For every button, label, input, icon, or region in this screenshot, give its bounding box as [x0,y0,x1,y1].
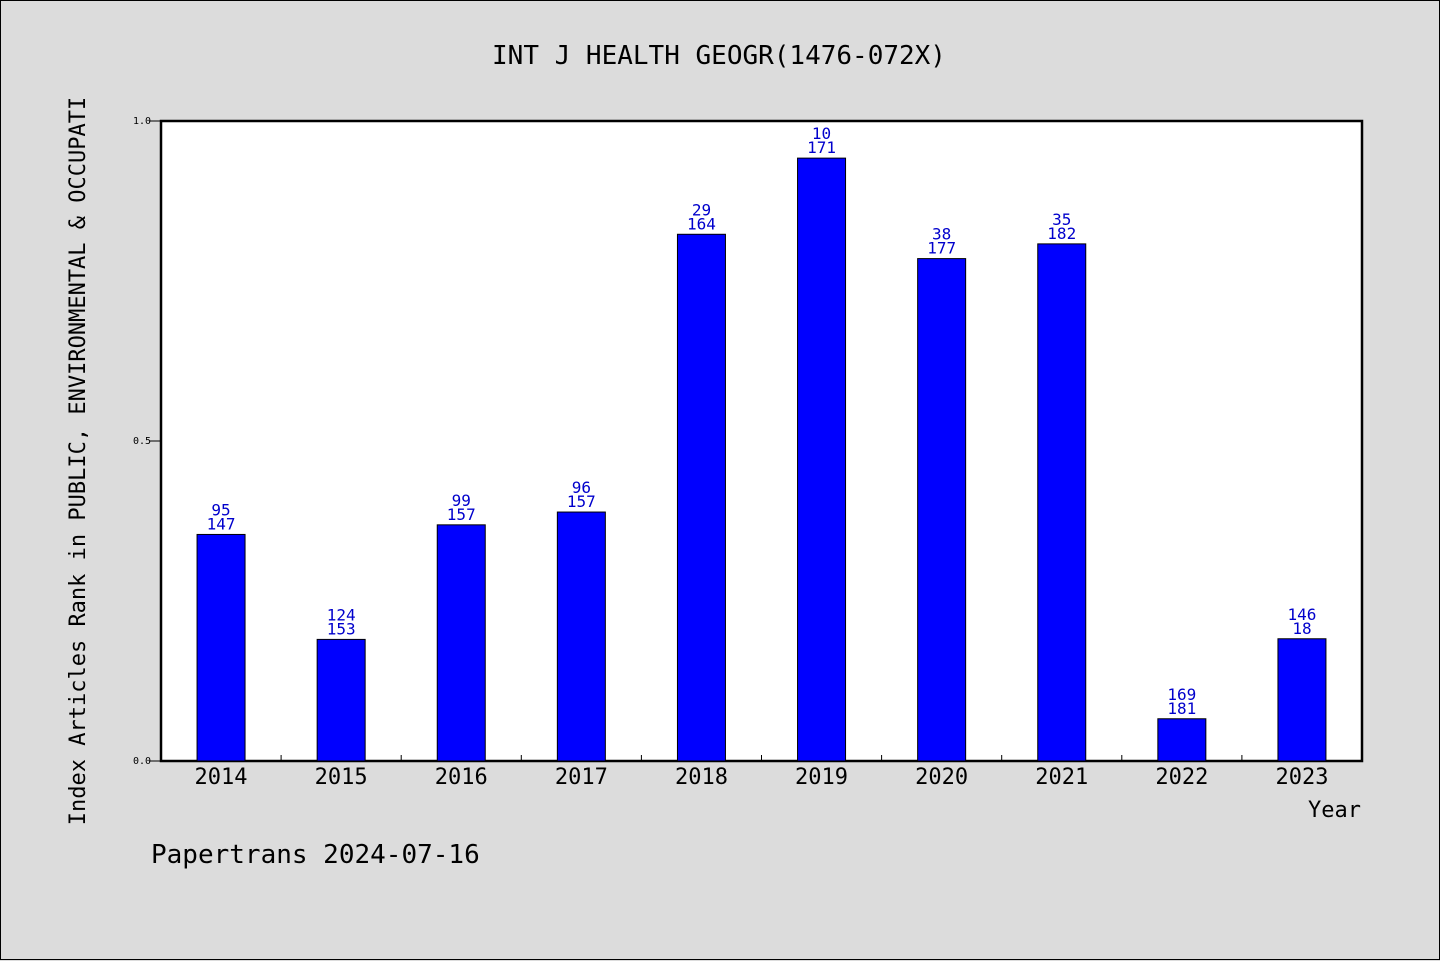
x-tick-2023: 2023 [1275,765,1328,790]
bar-2018 [676,233,726,762]
bar-2022 [1157,718,1207,762]
bar-label-bottom-2014: 147 [207,514,236,533]
bar-2016 [436,524,486,762]
bar-label-top-2023: 146 [1287,605,1316,624]
bar-label-bottom-2017: 157 [567,492,596,511]
x-tick-2019: 2019 [795,765,848,790]
bar-2017 [556,511,606,762]
x-tick-2018: 2018 [675,765,728,790]
bar-2020 [917,258,967,762]
x-tick-2022: 2022 [1155,765,1208,790]
bar-label-top-2019: 10 [812,124,831,143]
footer-credit: Papertrans 2024-07-16 [151,840,480,870]
x-tick-2014: 2014 [195,765,248,790]
x-tick-2017: 2017 [555,765,608,790]
bar-label-top-2016: 99 [452,491,471,510]
bar-label-top-2018: 29 [692,200,711,219]
chart-title: INT J HEALTH GEOGR(1476-072X) [492,41,946,71]
bar-2019 [797,157,847,762]
bar-2015 [316,638,366,762]
y-tick-0.5: 0.5 [133,436,151,447]
bar-label-top-2017: 96 [572,478,591,497]
y-tick-labels: 0.0 0.5 1.0 [133,116,161,767]
bar-label-top-2020: 38 [932,225,951,244]
bar-label-bottom-2019: 171 [807,138,836,157]
bar-label-bottom-2018: 164 [687,214,716,233]
bar-label-bottom-2021: 182 [1047,224,1076,243]
bar-label-bottom-2023: 18 [1292,619,1311,638]
x-tick-2016: 2016 [435,765,488,790]
bar-label-bottom-2016: 157 [447,505,476,524]
x-tick-2015: 2015 [315,765,368,790]
bar-label-top-2021: 35 [1052,210,1071,229]
bar-label-bottom-2015: 153 [327,619,356,638]
bars-group [196,157,1327,762]
bar-label-top-2015: 124 [327,605,356,624]
x-tick-2021: 2021 [1035,765,1088,790]
x-tick-labels: 2014 2015 2016 2017 2018 2019 2020 2021 2022 2023 [195,755,1328,790]
bar-2021 [1037,243,1087,762]
bar-label-bottom-2022: 181 [1167,699,1196,718]
x-axis-label: Year [1308,798,1361,823]
y-tick-1.0: 1.0 [133,116,151,127]
bar-label-bottom-2020: 177 [927,239,956,258]
bar-label-top-2014: 95 [211,500,230,519]
bar-label-top-2022: 169 [1167,685,1196,704]
bar-2023 [1277,638,1327,762]
y-axis-label: Index Articles Rank in PUBLIC, ENVIRONME… [66,97,91,825]
x-tick-2020: 2020 [915,765,968,790]
bar-labels-group: 9514712415399157961572916410171381773518… [207,124,1317,718]
bar-2014 [196,533,246,762]
y-tick-0.0: 0.0 [133,756,151,767]
